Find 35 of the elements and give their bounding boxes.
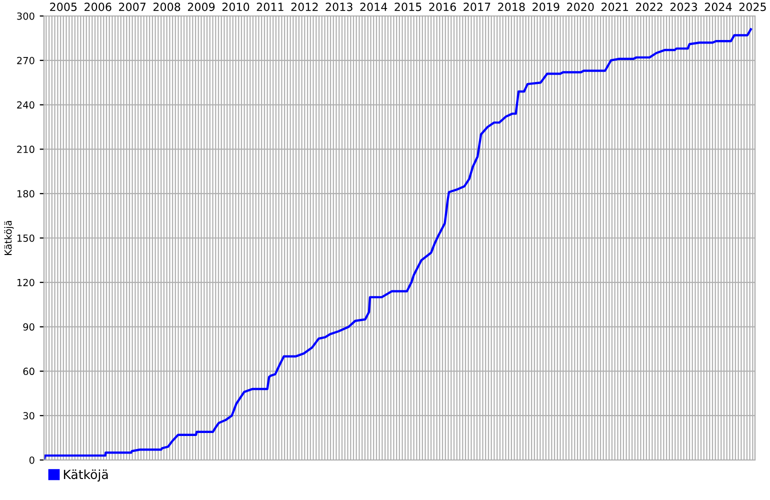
- x-tick-label: 2019: [532, 2, 560, 12]
- y-tick-label: 270: [17, 56, 34, 64]
- x-tick-label: 2006: [84, 2, 112, 12]
- y-tick-label: 60: [23, 368, 34, 376]
- line-series: [44, 28, 752, 460]
- x-tick-label: 2015: [394, 2, 422, 12]
- y-tick-label: 180: [17, 190, 34, 198]
- y-tick-label: 90: [23, 323, 34, 331]
- x-tick-label: 2021: [602, 2, 628, 12]
- y-tick-label: 120: [17, 278, 34, 286]
- x-tick-label: 2017: [464, 2, 490, 12]
- legend-label: Kätköjä: [64, 469, 108, 482]
- x-tick-label: 2010: [222, 2, 250, 12]
- x-tick-label: 2009: [188, 2, 215, 12]
- x-tick-label: 2012: [291, 2, 318, 12]
- x-tick-label: 2014: [360, 2, 388, 12]
- y-tick-label: 240: [17, 101, 34, 109]
- y-axis-title: Kätköjä: [4, 220, 14, 255]
- x-tick-label: 2005: [50, 2, 77, 12]
- x-tick-label: 2008: [153, 2, 180, 12]
- x-tick-label: 2013: [326, 2, 352, 12]
- x-tick-label: 2020: [567, 2, 594, 12]
- y-tick-label: 150: [17, 234, 34, 242]
- x-tick-label: 2022: [636, 2, 662, 12]
- y-tick-label: 300: [17, 12, 34, 20]
- y-tick-label: 210: [17, 146, 34, 154]
- y-tick-label: 30: [23, 412, 34, 420]
- x-tick-label: 2007: [119, 2, 146, 12]
- x-tick-label: 2023: [670, 2, 698, 12]
- x-tick-label: 2011: [256, 2, 284, 12]
- x-tick-label: 2018: [498, 2, 525, 12]
- x-tick-label: 2025: [739, 2, 766, 12]
- x-tick-label: 2016: [429, 2, 456, 12]
- x-tick-label: 2024: [704, 2, 732, 12]
- y-tick-label: 0: [29, 456, 34, 464]
